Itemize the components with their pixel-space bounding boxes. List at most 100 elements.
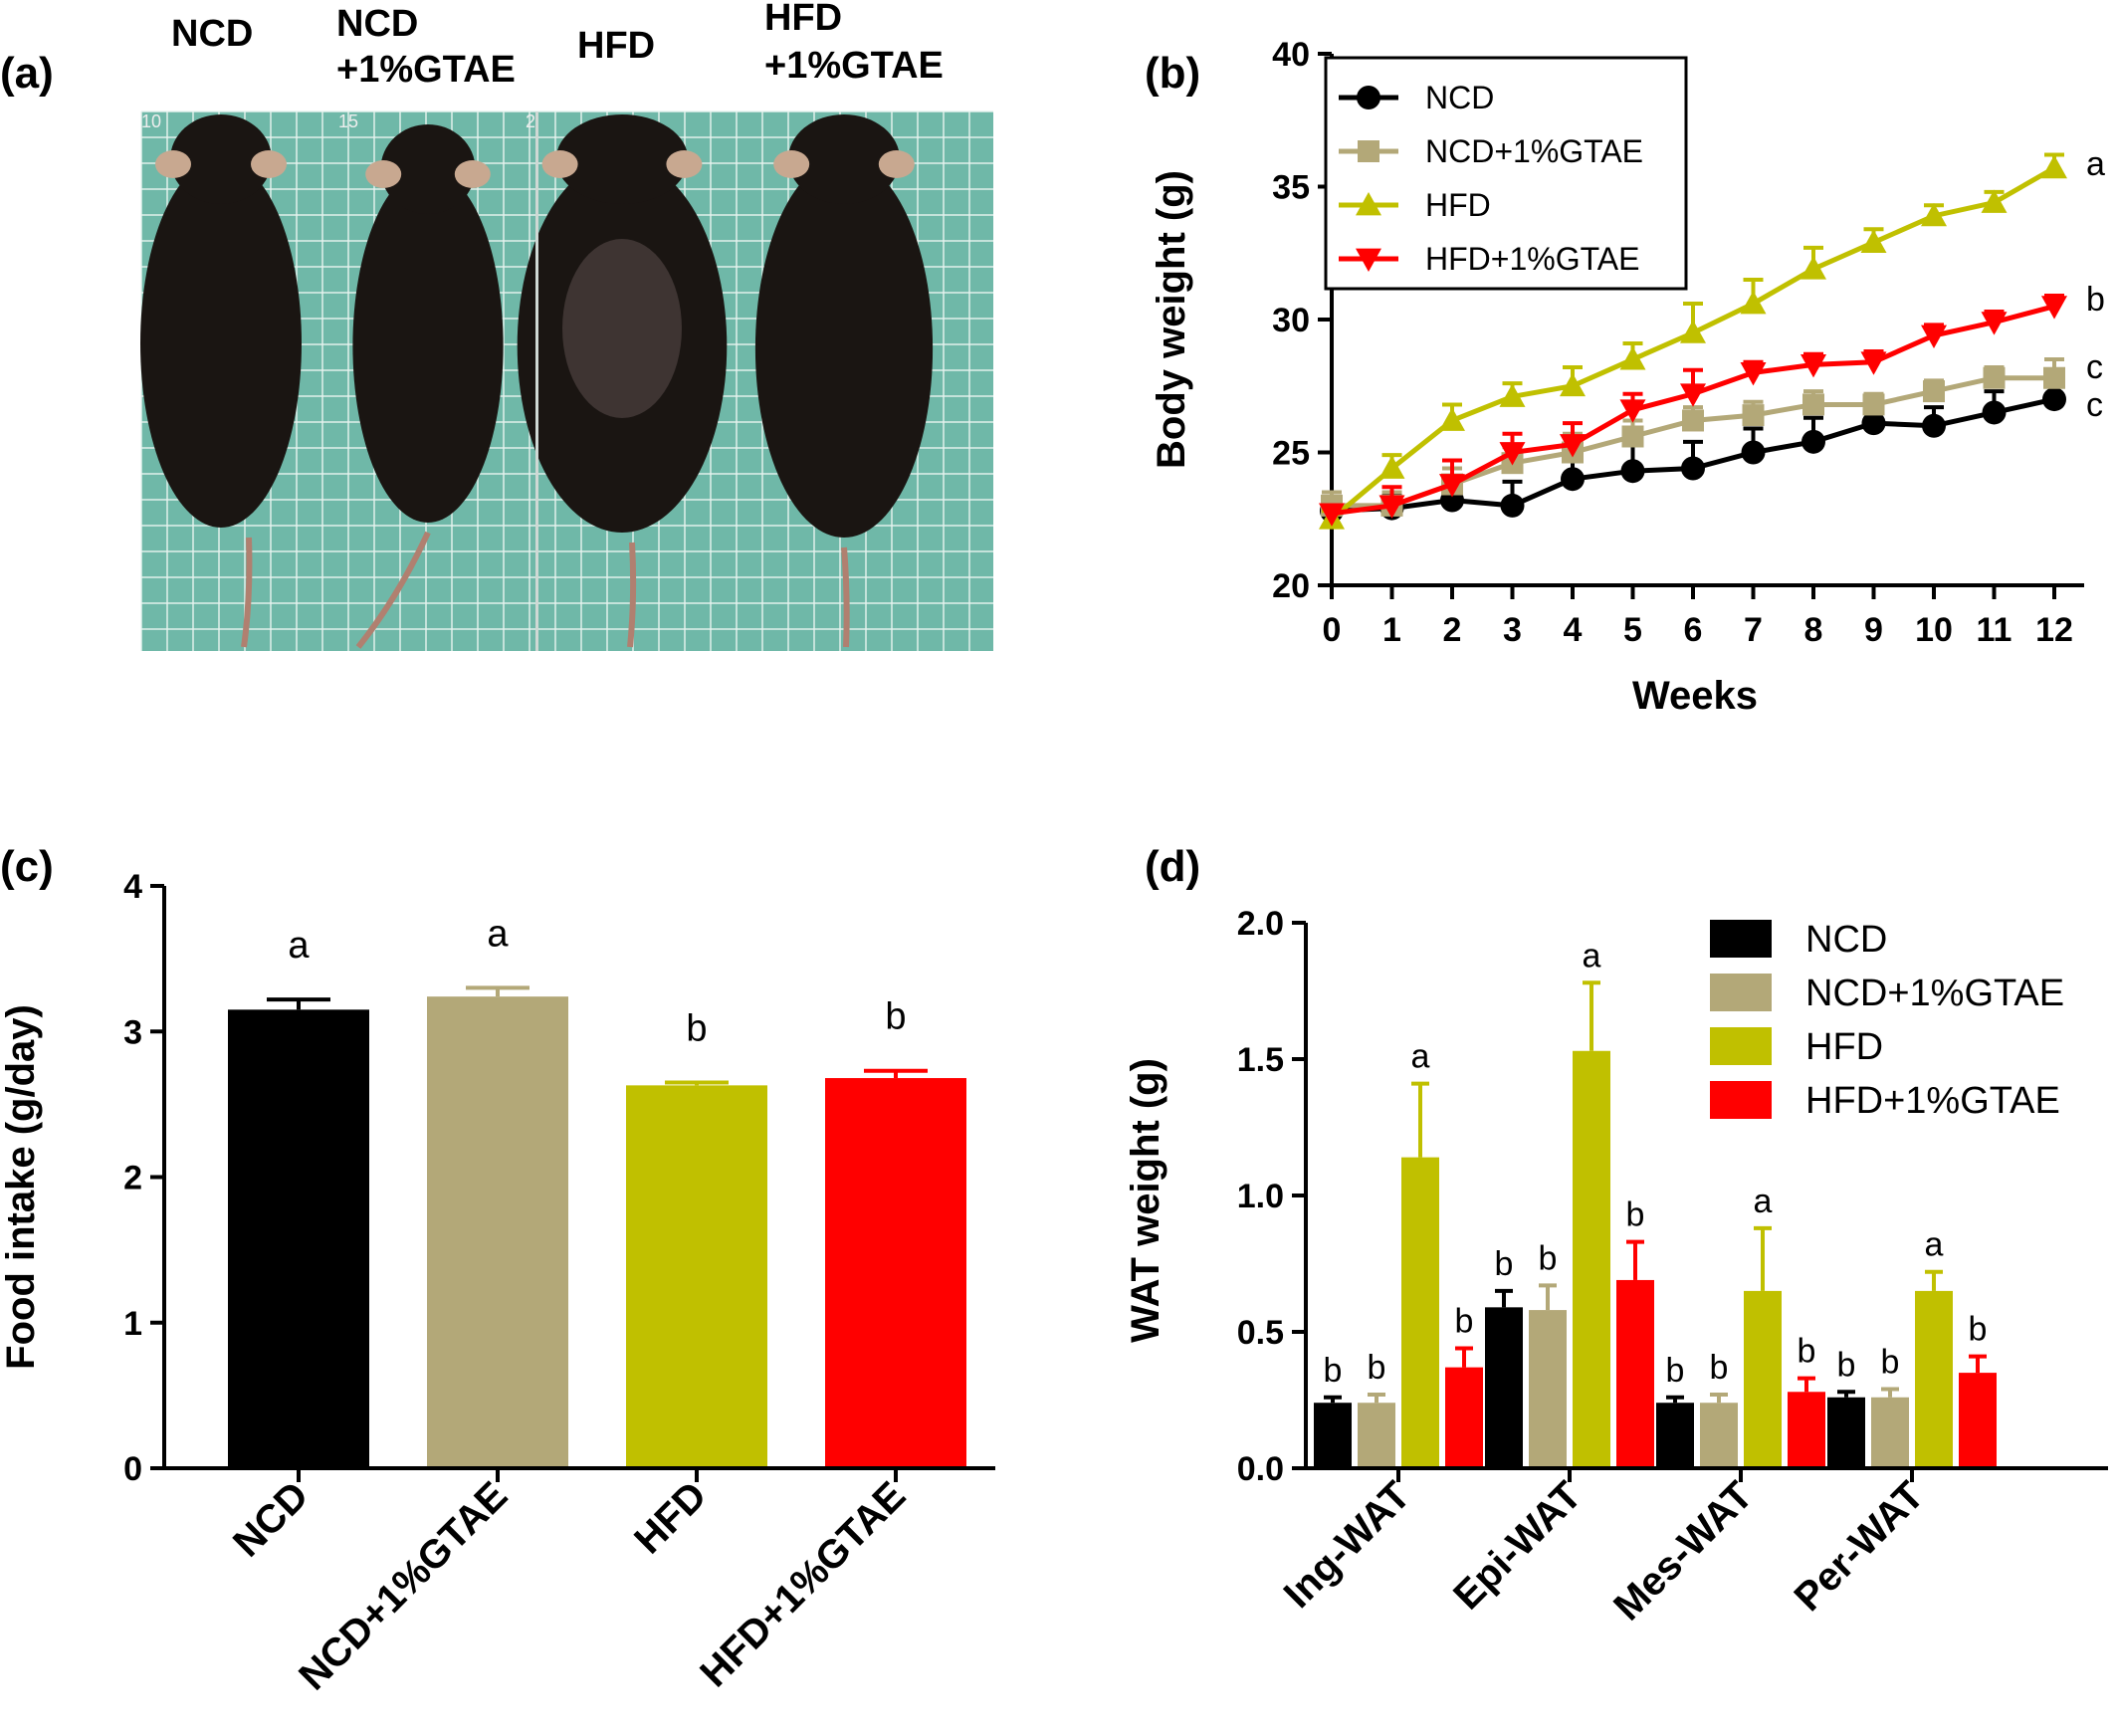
x-tick-label: Mes-WAT xyxy=(1605,1473,1761,1628)
y-tick-label: 25 xyxy=(1272,435,1310,473)
mouse-head xyxy=(380,124,476,214)
legend-swatch xyxy=(1710,1081,1772,1119)
data-point xyxy=(1620,459,1645,484)
data-point xyxy=(1923,380,1945,403)
legend-entry: NCD+1%GTAE xyxy=(1805,973,2064,1014)
data-point xyxy=(1800,256,1826,280)
legend-entry: NCD xyxy=(1425,80,1494,115)
data-point xyxy=(1319,503,1345,527)
significance-letter: a xyxy=(1754,1183,1773,1220)
food-intake-bar-chart: a NCD a NCD+1%GTAE b HFD b HFD+1%GTAE 0 1 2 3 4 Food … xyxy=(0,868,995,1699)
y-axis-title: WAT weight (g) xyxy=(1124,1058,1167,1343)
mouse-ear xyxy=(878,150,915,178)
mouse-photo-panel: 10 15 2 NCD NCD +1%GTAE HFD HFD +1%GTAE xyxy=(140,0,993,651)
significance-letter: c xyxy=(2086,348,2103,386)
data-point xyxy=(1500,493,1525,518)
bar-Mes-WAT-NCD xyxy=(1656,1403,1694,1468)
legend-entry: HFD xyxy=(1425,187,1491,223)
x-tick-label: HFD+1%GTAE xyxy=(692,1473,914,1695)
data-point xyxy=(1619,346,1646,370)
panel-label-a: (a) xyxy=(0,49,54,98)
y-tick-label: 2.0 xyxy=(1237,905,1284,943)
data-point xyxy=(1499,442,1526,466)
x-tick-label: 12 xyxy=(2035,611,2073,649)
bar-Ing-WAT-NCD+1%GTAE xyxy=(1358,1403,1395,1468)
mouse-fur-patch xyxy=(562,239,682,418)
legend-entry: HFD xyxy=(1805,1026,1883,1068)
significance-letter: b xyxy=(686,1007,707,1049)
photo-label-ncd-gtae-line1: NCD xyxy=(336,3,418,45)
data-point xyxy=(1439,474,1465,498)
mouse-tail xyxy=(841,546,850,648)
data-point xyxy=(1921,202,1947,227)
data-point xyxy=(1860,229,1887,253)
significance-letter: b xyxy=(1455,1302,1474,1340)
mouse-head xyxy=(170,114,272,204)
bar-Per-WAT-NCD xyxy=(1827,1397,1865,1468)
mouse-body xyxy=(140,159,302,528)
bar-Ing-WAT-HFD xyxy=(1401,1157,1439,1468)
bar-Per-WAT-HFD+1%GTAE xyxy=(1959,1373,1997,1468)
y-tick-label: 1.5 xyxy=(1237,1041,1284,1079)
data-point xyxy=(1439,407,1465,431)
data-point xyxy=(2043,366,2065,389)
bar-Mes-WAT-NCD+1%GTAE xyxy=(1700,1403,1738,1468)
significance-letter: b xyxy=(1881,1344,1900,1382)
data-point xyxy=(1619,399,1646,423)
bar-Epi-WAT-HFD xyxy=(1573,1050,1610,1468)
x-tick-label: 10 xyxy=(1915,611,1953,649)
data-point xyxy=(1621,425,1644,448)
x-tick-label: 8 xyxy=(1804,611,1823,649)
bar-NCD+1%GTAE xyxy=(427,996,568,1468)
data-point xyxy=(1681,456,1705,481)
x-tick-label: Per-WAT xyxy=(1786,1473,1932,1620)
bar-HFD+1%GTAE xyxy=(825,1078,966,1468)
ruler-mark-10: 10 xyxy=(141,111,161,131)
significance-letter: a xyxy=(1925,1226,1944,1264)
photo-label-ncd: NCD xyxy=(171,13,253,55)
significance-letter: b xyxy=(1798,1333,1816,1371)
y-tick-label: 40 xyxy=(1272,36,1310,74)
significance-letter: b xyxy=(1495,1245,1514,1283)
data-point xyxy=(2041,296,2067,320)
mouse-tail xyxy=(241,537,253,648)
x-tick-label: 0 xyxy=(1323,611,1342,649)
mouse-tail xyxy=(627,542,637,648)
bar-Ing-WAT-HFD+1%GTAE xyxy=(1445,1367,1483,1468)
data-point xyxy=(1922,413,1946,438)
mouse-head xyxy=(555,114,689,204)
significance-letter: b xyxy=(885,996,906,1038)
x-tick-label: 9 xyxy=(1864,611,1883,649)
data-point xyxy=(1741,440,1766,465)
y-tick-label: 3 xyxy=(123,1013,142,1051)
significance-letter: b xyxy=(1837,1346,1856,1384)
photo-label-hfd-gtae-line2: +1%GTAE xyxy=(764,45,944,87)
data-point xyxy=(1499,383,1526,407)
x-tick-label: 11 xyxy=(1977,611,2012,649)
data-point xyxy=(1981,312,2008,335)
significance-letter: c xyxy=(2086,386,2103,424)
y-tick-label: 1 xyxy=(123,1305,142,1343)
significance-letter: b xyxy=(2086,281,2105,319)
data-point xyxy=(1862,393,1885,416)
x-tick-label: Epi-WAT xyxy=(1445,1473,1589,1618)
y-tick-label: 0.5 xyxy=(1237,1314,1284,1352)
y-tick-label: 35 xyxy=(1272,169,1310,207)
bar-NCD xyxy=(228,1009,369,1468)
x-tick-label: Ing-WAT xyxy=(1276,1473,1419,1617)
legend-swatch xyxy=(1710,920,1772,958)
mouse-tail xyxy=(355,531,431,649)
legend-entry: NCD+1%GTAE xyxy=(1425,133,1643,169)
significance-letter: b xyxy=(1666,1352,1685,1390)
data-point xyxy=(1358,140,1379,162)
bar-Per-WAT-HFD xyxy=(1915,1290,1953,1468)
photo-label-ncd-gtae-line2: +1%GTAE xyxy=(336,49,516,91)
bar-Mes-WAT-HFD+1%GTAE xyxy=(1788,1392,1825,1468)
mouse-ear xyxy=(251,150,287,178)
mouse-ear xyxy=(454,160,491,188)
data-point xyxy=(1921,325,1947,349)
significance-letter: b xyxy=(1969,1311,1988,1349)
data-point xyxy=(1742,404,1765,427)
data-point xyxy=(1740,290,1767,315)
